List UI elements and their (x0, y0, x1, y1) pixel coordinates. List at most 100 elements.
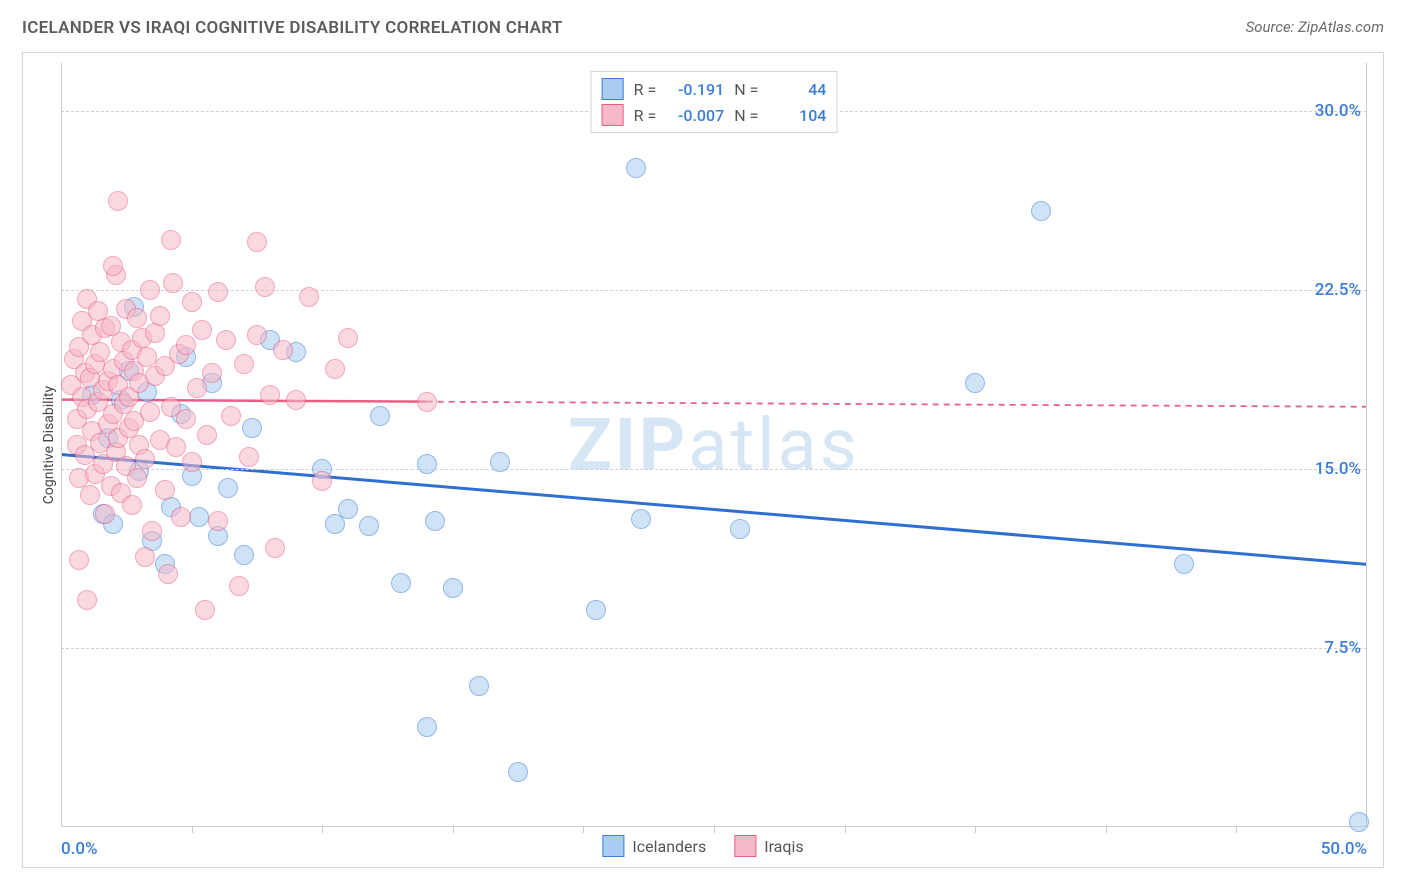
trend-lines-svg (61, 63, 1367, 827)
gridline (61, 648, 1367, 649)
scatter-point (312, 471, 332, 491)
scatter-point (77, 590, 97, 610)
legend-n-label: N = (734, 80, 758, 99)
source-attribution: Source: ZipAtlas.com (1246, 18, 1384, 36)
legend-stats-row: R =-0.007N =104 (602, 102, 827, 128)
scatter-point (234, 354, 254, 374)
scatter-point (631, 509, 651, 529)
scatter-point (247, 232, 267, 252)
trend-line-dashed (427, 402, 1367, 407)
scatter-point (425, 511, 445, 531)
scatter-point (359, 516, 379, 536)
chart-container: Cognitive Disability ZIPatlas R =-0.191N… (22, 52, 1384, 868)
scatter-point (161, 230, 181, 250)
scatter-point (69, 550, 89, 570)
scatter-point (187, 378, 207, 398)
scatter-point (171, 507, 191, 527)
scatter-point (1174, 554, 1194, 574)
legend-r-value: -0.191 (666, 80, 724, 99)
legend-stats-row: R = -0.191 N = 44 (602, 76, 827, 102)
scatter-point (626, 158, 646, 178)
scatter-point (80, 485, 100, 505)
scatter-point (192, 320, 212, 340)
y-tick-label: 30.0% (1315, 101, 1361, 121)
y-axis-line-right (1366, 63, 1367, 827)
scatter-point (965, 373, 985, 393)
watermark: ZIPatlas (568, 403, 860, 488)
scatter-point (242, 418, 262, 438)
legend-stats-box: R = -0.191 N = 44R = -0.007 N = 104 (591, 71, 838, 133)
scatter-point (158, 564, 178, 584)
y-axis-line (61, 63, 62, 827)
scatter-point (229, 576, 249, 596)
scatter-point (730, 519, 750, 539)
scatter-point (127, 308, 147, 328)
scatter-point (370, 406, 390, 426)
legend-swatch (734, 835, 756, 857)
y-tick-label: 7.5% (1324, 638, 1361, 658)
scatter-point (163, 273, 183, 293)
legend-r-label: R = (634, 80, 657, 99)
scatter-point (150, 306, 170, 326)
series-legend-label: Iraqis (764, 837, 803, 856)
x-tick (453, 827, 454, 833)
legend-n-label: N = (734, 106, 758, 125)
scatter-point (443, 578, 463, 598)
legend-n-value: 44 (768, 80, 826, 99)
scatter-point (234, 545, 254, 565)
scatter-point (247, 325, 267, 345)
scatter-point (265, 538, 285, 558)
series-legend: Icelanders Iraqis (602, 835, 803, 857)
series-legend-label: Icelanders (632, 837, 706, 856)
scatter-point (176, 335, 196, 355)
gridline (61, 469, 1367, 470)
scatter-point (417, 392, 437, 412)
scatter-point (586, 600, 606, 620)
scatter-point (469, 676, 489, 696)
scatter-point (338, 328, 358, 348)
scatter-point (202, 363, 222, 383)
x-tick (1236, 827, 1237, 833)
scatter-point (197, 425, 217, 445)
x-tick (845, 827, 846, 833)
chart-title: ICELANDER VS IRAQI COGNITIVE DISABILITY … (22, 18, 563, 38)
scatter-point (182, 292, 202, 312)
scatter-point (216, 330, 236, 350)
scatter-point (218, 478, 238, 498)
scatter-point (391, 573, 411, 593)
y-tick-label: 22.5% (1315, 280, 1361, 300)
scatter-point (195, 600, 215, 620)
scatter-point (417, 454, 437, 474)
scatter-point (182, 452, 202, 472)
plot-area: Cognitive Disability ZIPatlas R =-0.191N… (61, 63, 1367, 827)
scatter-point (95, 504, 115, 524)
scatter-point (176, 409, 196, 429)
scatter-point (338, 499, 358, 519)
scatter-point (140, 402, 160, 422)
scatter-point (260, 385, 280, 405)
scatter-point (137, 347, 157, 367)
scatter-point (286, 390, 306, 410)
watermark-rest: atlas (688, 403, 860, 488)
scatter-point (189, 507, 209, 527)
scatter-point (142, 521, 162, 541)
legend-n-value: 104 (768, 106, 826, 125)
scatter-point (255, 277, 275, 297)
scatter-point (1031, 201, 1051, 221)
scatter-point (90, 342, 110, 362)
scatter-point (239, 447, 259, 467)
legend-swatch (602, 835, 624, 857)
scatter-point (490, 452, 510, 472)
series-legend-item: Iraqis (734, 835, 803, 857)
watermark-bold: ZIP (568, 403, 688, 488)
scatter-point (135, 449, 155, 469)
scatter-point (417, 717, 437, 737)
x-tick (583, 827, 584, 833)
scatter-point (508, 762, 528, 782)
legend-r-value: -0.007 (666, 106, 724, 125)
x-tick (714, 827, 715, 833)
x-tick (322, 827, 323, 833)
scatter-point (299, 287, 319, 307)
scatter-point (140, 280, 160, 300)
x-max-label: 50.0% (1321, 839, 1367, 859)
